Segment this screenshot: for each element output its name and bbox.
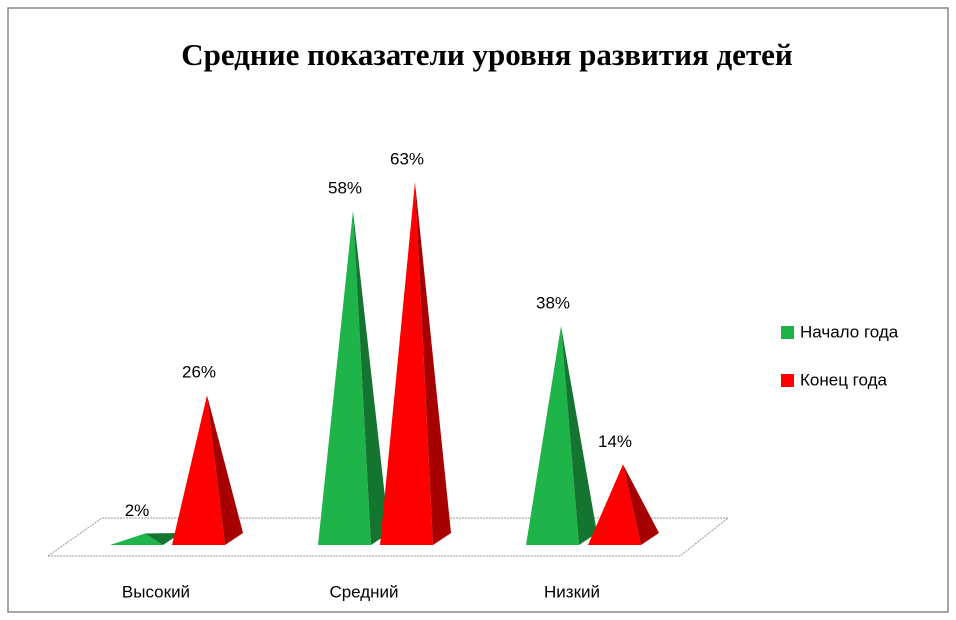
pyramid-side (623, 464, 659, 545)
pyramid-front (526, 326, 579, 545)
pyramid (588, 464, 659, 545)
legend-label: Конец года (800, 370, 887, 389)
pyramid-side (561, 326, 597, 545)
pyramid (172, 395, 243, 545)
pyramid-side (353, 210, 389, 546)
pyramid-front (110, 533, 163, 545)
pyramid (318, 210, 389, 546)
data-label: 26% (182, 363, 216, 382)
pyramid-side (207, 395, 243, 545)
chart-border (7, 7, 949, 613)
legend-label: Начало года (800, 322, 899, 341)
pyramid-front (318, 210, 371, 546)
legend-swatch (781, 374, 794, 387)
x-tick-label: Высокий (122, 582, 190, 601)
data-label: 63% (390, 149, 424, 168)
pyramid (380, 182, 451, 545)
data-label: 38% (536, 294, 570, 313)
data-label: 58% (328, 178, 362, 197)
pyramid-front (588, 464, 641, 545)
pyramid (110, 533, 181, 545)
x-tick-label: Низкий (544, 582, 600, 601)
pyramid-front (172, 395, 225, 545)
x-tick-label: Средний (329, 582, 398, 601)
pyramid (526, 326, 597, 545)
data-label: 14% (598, 432, 632, 451)
data-label: 2% (125, 501, 150, 520)
chart-title: Средние показатели уровня развития детей (181, 37, 793, 72)
pyramid-front (380, 182, 433, 545)
legend-swatch (781, 326, 794, 339)
pyramid-side (145, 533, 181, 545)
pyramid-side (415, 182, 451, 545)
